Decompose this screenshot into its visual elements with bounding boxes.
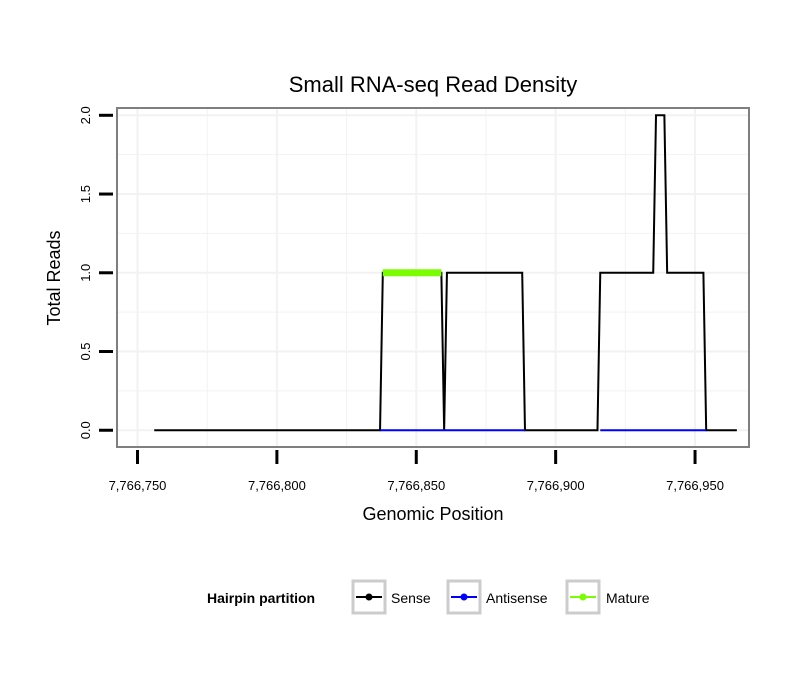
y-tick-label: 2.0 xyxy=(78,106,93,124)
legend-item-sense: Sense xyxy=(351,579,431,615)
x-axis-title: Genomic Position xyxy=(362,504,503,524)
y-tick-label: 1.5 xyxy=(78,185,93,203)
legend-label-antisense: Antisense xyxy=(486,590,548,606)
legend-title: Hairpin partition xyxy=(207,590,315,606)
plot-panel xyxy=(116,107,750,448)
series-lines xyxy=(154,114,737,432)
x-tick-label: 7,766,850 xyxy=(387,478,445,493)
x-tick-label: 7,766,900 xyxy=(527,478,585,493)
legend-dot-antisense xyxy=(460,593,468,601)
axes: 7,766,750 7,766,800 7,766,850 7,766,900 7,76… xyxy=(78,106,724,493)
legend-item-mature: Mature xyxy=(565,579,650,615)
legend-label-sense: Sense xyxy=(391,590,431,606)
y-tick-label: 1.0 xyxy=(78,264,93,282)
legend-dot-sense xyxy=(365,593,373,601)
x-tick-label: 7,766,950 xyxy=(666,478,724,493)
legend-dot-mature xyxy=(579,593,587,601)
chart-title: Small RNA-seq Read Density xyxy=(289,72,578,97)
y-tick-label: 0.5 xyxy=(78,342,93,360)
x-tick-label: 7,766,800 xyxy=(248,478,306,493)
legend: Hairpin partition Sense Antisense Mature xyxy=(207,579,650,615)
y-tick-label: 0.0 xyxy=(78,421,93,439)
y-axis-title: Total Reads xyxy=(44,230,64,325)
legend-item-antisense: Antisense xyxy=(446,579,548,615)
x-tick-label: 7,766,750 xyxy=(109,478,167,493)
legend-label-mature: Mature xyxy=(606,590,650,606)
